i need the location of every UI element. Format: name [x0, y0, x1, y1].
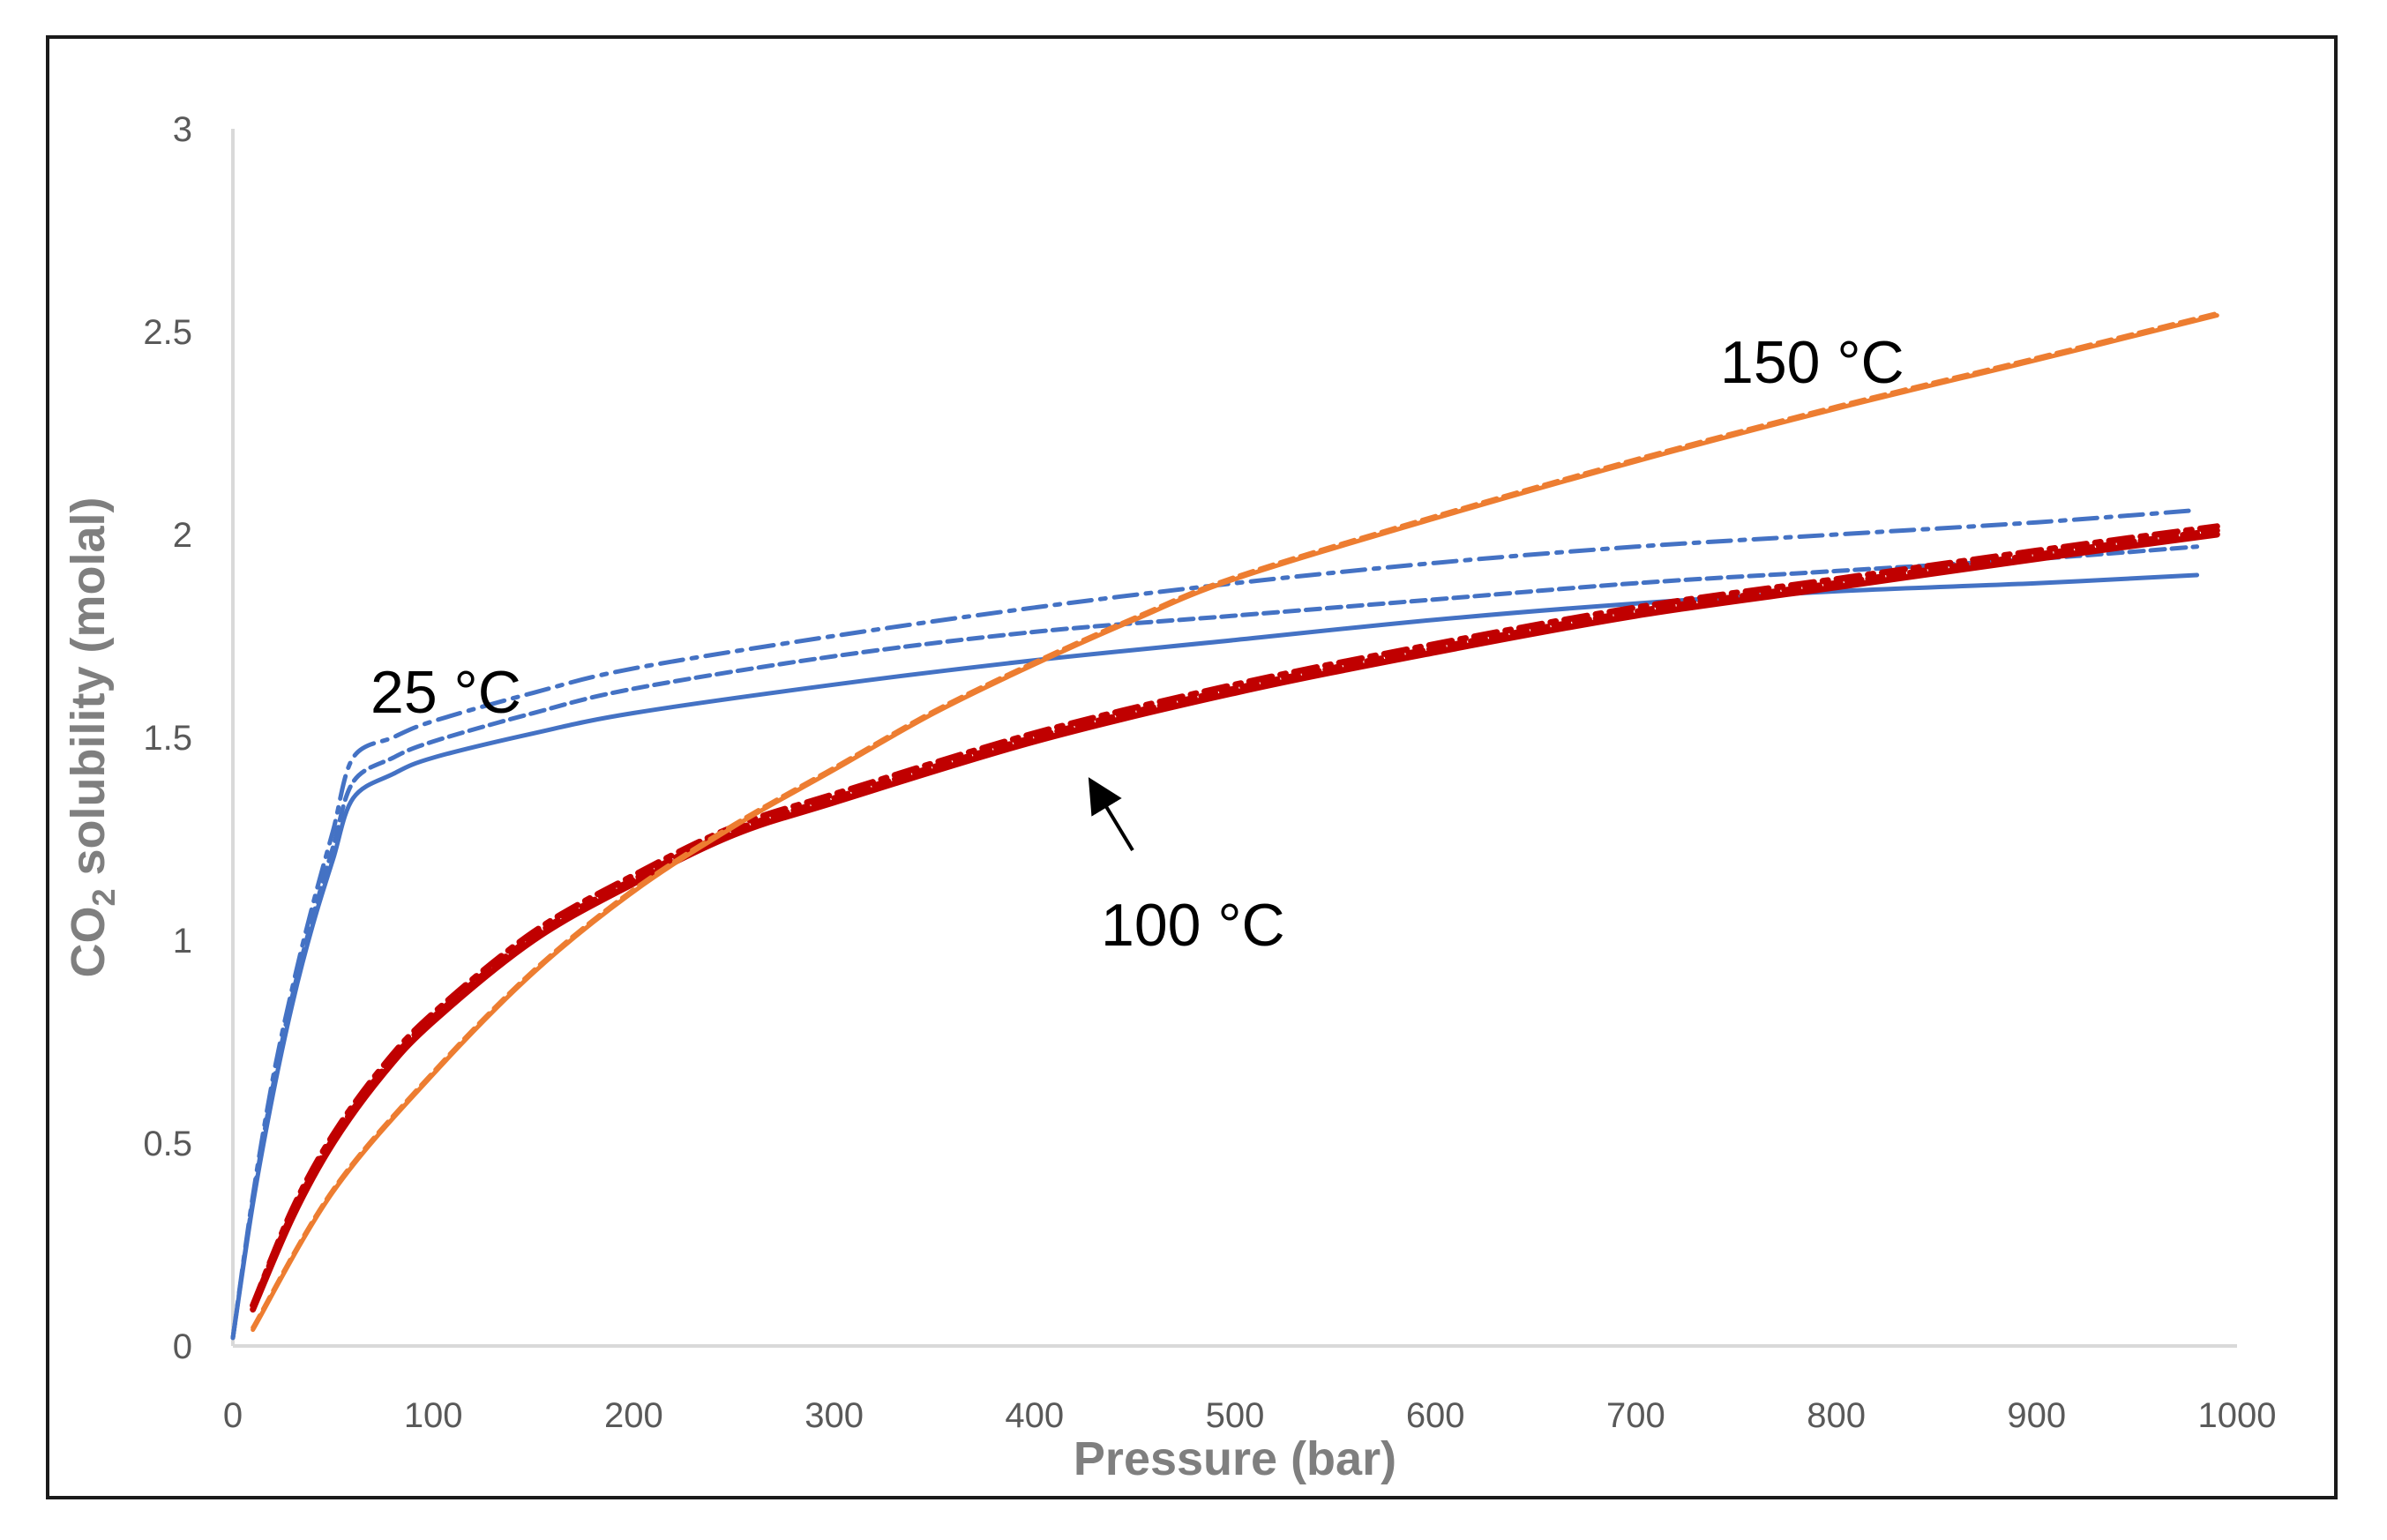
y-tick-label: 0.5	[143, 1125, 192, 1163]
x-tick-label: 800	[1807, 1396, 1866, 1435]
annotation-25c: 25 °C	[370, 659, 521, 726]
x-tick-label: 300	[804, 1396, 864, 1435]
x-axis-title: Pressure (bar)	[1074, 1432, 1396, 1485]
axes	[231, 129, 2237, 1348]
x-tick-label: 0	[223, 1396, 243, 1435]
y-axis-title: CO2 solubility (molal)	[62, 497, 122, 977]
x-tick-labels: 0 100 200 300 400 500 600 700 800 900 1000	[223, 1396, 2277, 1435]
x-tick-label: 500	[1206, 1396, 1265, 1435]
y-axis-title-main: CO	[62, 907, 115, 978]
y-tick-label: 0	[173, 1327, 192, 1366]
y-tick-label: 2.5	[143, 313, 192, 352]
series-line-7	[251, 310, 2219, 1330]
annotation-100c-arrow	[1088, 777, 1134, 852]
series-line-4	[250, 527, 2220, 1309]
series-line-1	[230, 544, 2200, 1341]
y-axis-title-rest: solubility (molal)	[62, 497, 115, 888]
x-tick-label: 200	[604, 1396, 663, 1435]
x-tick-label: 1000	[2198, 1396, 2277, 1435]
annotation-150c: 150 °C	[1720, 329, 1904, 396]
x-tick-label: 900	[2007, 1396, 2066, 1435]
x-tick-label: 400	[1005, 1396, 1064, 1435]
y-axis-title-sub: 2	[86, 889, 122, 907]
annotation-100c: 100 °C	[1101, 892, 1285, 959]
y-tick-label: 3	[173, 110, 192, 149]
y-tick-label: 1.5	[143, 719, 192, 758]
x-tick-label: 600	[1406, 1396, 1465, 1435]
series-line-6	[251, 313, 2219, 1333]
x-tick-label: 100	[404, 1396, 463, 1435]
series-lines	[230, 310, 2220, 1341]
series-line-5	[250, 523, 2220, 1309]
y-tick-label: 1	[173, 922, 192, 961]
series-line-2	[230, 507, 2200, 1341]
chart-frame	[46, 35, 2338, 1499]
x-tick-label: 700	[1606, 1396, 1665, 1435]
y-tick-label: 2	[173, 516, 192, 555]
y-tick-labels: 0 0.5 1 1.5 2 2.5 3	[143, 110, 192, 1366]
